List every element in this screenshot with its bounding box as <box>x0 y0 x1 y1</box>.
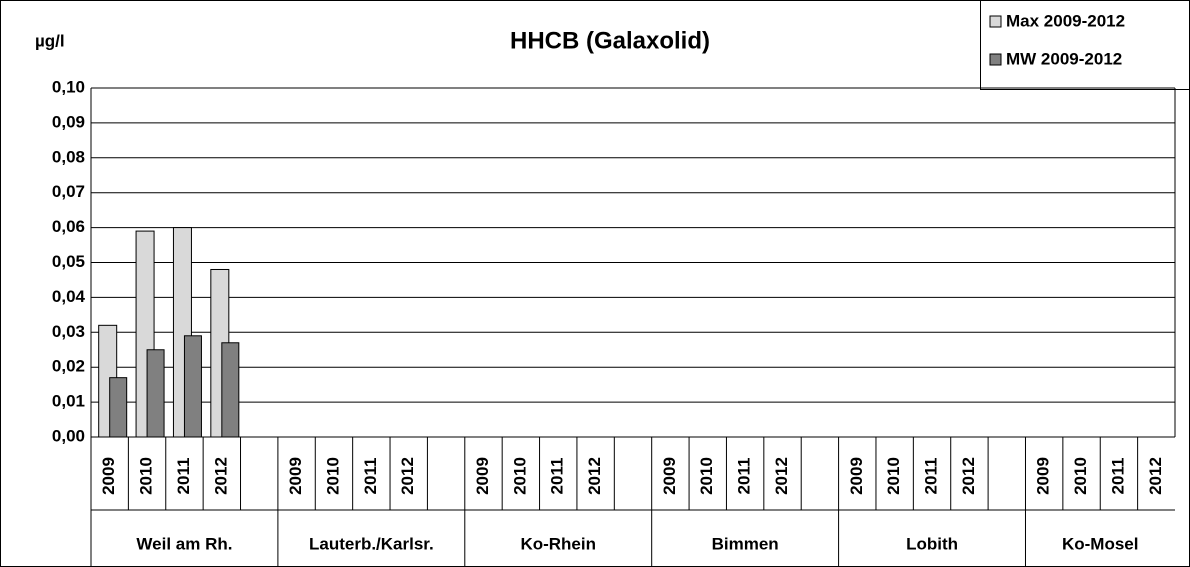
legend-box <box>980 0 1190 90</box>
y-tick-label: 0,09 <box>52 112 85 131</box>
y-tick-label: 0,00 <box>52 426 85 445</box>
y-tick-label: 0,10 <box>52 77 85 96</box>
x-tick-label: 2009 <box>99 457 118 495</box>
x-tick-label: 2010 <box>137 457 156 495</box>
bar <box>183 335 202 438</box>
x-tick-label: 2012 <box>398 457 417 495</box>
x-tick-label: 2010 <box>697 457 716 495</box>
y-axis-label: µg/l <box>35 31 65 50</box>
bar <box>109 377 128 438</box>
y-tick-label: 0,08 <box>52 147 85 166</box>
x-tick-label: 2012 <box>585 457 604 495</box>
legend-label: Max 2009-2012 <box>1006 11 1125 30</box>
x-tick-label: 2010 <box>884 457 903 495</box>
legend-label: MW 2009-2012 <box>1006 49 1122 68</box>
x-tick-label: 2011 <box>1108 458 1127 495</box>
chart-title: HHCB (Galaxolid) <box>510 27 710 54</box>
bar <box>221 342 240 438</box>
legend-swatch <box>989 15 1002 28</box>
group-label: Lauterb./Karlsr. <box>309 534 434 553</box>
group-label: Weil am Rh. <box>136 534 232 553</box>
x-tick-label: 2009 <box>1034 457 1053 495</box>
y-tick-label: 0,02 <box>52 357 85 376</box>
x-tick-label: 2012 <box>959 457 978 495</box>
y-tick-label: 0,07 <box>52 182 85 201</box>
x-tick-label: 2010 <box>510 457 529 495</box>
x-tick-label: 2010 <box>323 457 342 495</box>
x-tick-label: 2009 <box>286 457 305 495</box>
y-tick-label: 0,01 <box>52 392 85 411</box>
group-label: Lobith <box>906 534 958 553</box>
group-label: Ko-Rhein <box>520 534 596 553</box>
x-tick-label: 2012 <box>211 457 230 495</box>
y-tick-label: 0,06 <box>52 217 85 236</box>
y-tick-label: 0,05 <box>52 252 85 271</box>
x-tick-label: 2011 <box>361 458 380 495</box>
x-tick-label: 2011 <box>735 458 754 495</box>
x-tick-label: 2012 <box>772 457 791 495</box>
y-tick-label: 0,03 <box>52 322 85 341</box>
x-tick-label: 2011 <box>548 458 567 495</box>
x-tick-label: 2011 <box>922 458 941 495</box>
x-tick-label: 2009 <box>660 457 679 495</box>
legend-swatch <box>989 53 1002 66</box>
x-tick-label: 2009 <box>847 457 866 495</box>
group-label: Ko-Mosel <box>1062 534 1139 553</box>
bar <box>146 349 165 438</box>
group-label: Bimmen <box>712 534 779 553</box>
x-tick-label: 2010 <box>1071 457 1090 495</box>
x-tick-label: 2011 <box>174 458 193 495</box>
x-tick-label: 2012 <box>1146 457 1165 495</box>
x-tick-label: 2009 <box>473 457 492 495</box>
y-tick-label: 0,04 <box>52 287 86 306</box>
